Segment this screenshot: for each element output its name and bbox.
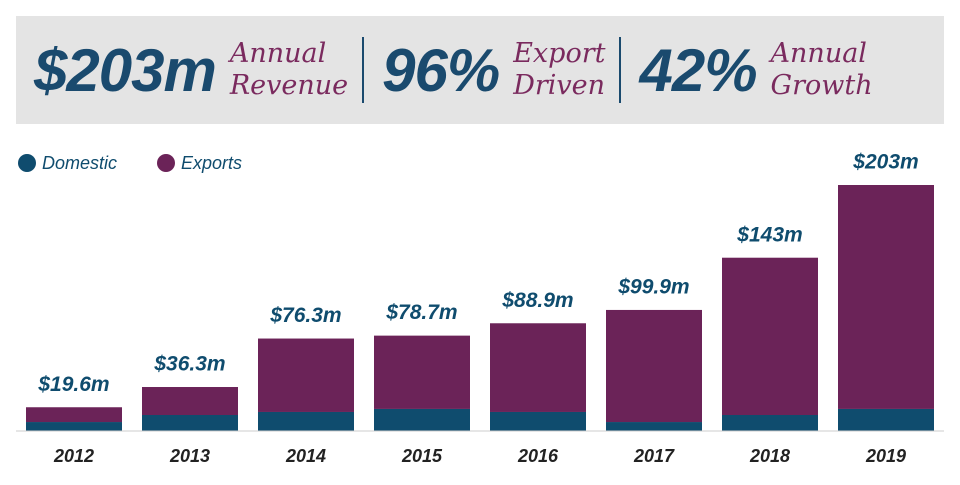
stat: $203m Annual Revenue	[16, 16, 362, 124]
legend-label: Domestic	[42, 153, 117, 173]
stat-label-line: Export	[513, 38, 606, 69]
bar-segment	[722, 415, 818, 431]
bar-segment	[606, 422, 702, 431]
bar-segment	[490, 323, 586, 412]
stat: 42% Annual Growth	[619, 36, 886, 104]
total-label: $36.3m	[153, 353, 225, 376]
bar-segment	[26, 407, 122, 423]
stat: 96% Export Driven	[362, 36, 619, 104]
x-tick-label: 2019	[865, 446, 906, 466]
x-tick-label: 2013	[169, 446, 210, 466]
stat-label-line: Annual	[229, 38, 327, 69]
stat-value: 42%	[639, 36, 757, 104]
stat-label-line: Annual	[770, 38, 867, 69]
bar-segment	[374, 408, 470, 431]
bar-segment	[26, 422, 122, 431]
bar-segment	[374, 335, 470, 409]
bar-segment	[142, 387, 238, 416]
bar-segment	[722, 257, 818, 416]
legend-label: Exports	[181, 153, 242, 173]
stat-label-line: Driven	[513, 70, 606, 101]
legend-swatch	[18, 154, 36, 172]
stat-label: Annual Growth	[771, 38, 873, 102]
x-tick-label: 2015	[401, 446, 443, 466]
legend-swatch	[157, 154, 175, 172]
bar-segment	[258, 338, 354, 412]
stat-label-line: Growth	[770, 70, 873, 101]
x-tick-label: 2017	[633, 446, 675, 466]
stat-value: 96%	[382, 36, 500, 104]
total-label: $143m	[736, 223, 802, 246]
x-tick-label: 2012	[53, 446, 94, 466]
stat-label: Annual Revenue	[230, 38, 348, 102]
bar-segment	[258, 411, 354, 431]
total-label: $76.3m	[269, 304, 341, 327]
x-tick-label: 2018	[749, 446, 790, 466]
stat-value: $203m	[34, 36, 217, 104]
total-label: $99.9m	[617, 275, 689, 298]
bar-segment	[838, 185, 934, 409]
stats-banner: $203m Annual Revenue 96% Export Driven 42% Annu…	[16, 16, 944, 124]
x-tick-label: 2016	[517, 446, 559, 466]
bar-segment	[838, 408, 934, 431]
stat-label: Export Driven	[513, 38, 605, 102]
total-label: $88.9m	[501, 289, 573, 312]
bar-segment	[142, 415, 238, 431]
bar-segment	[606, 309, 702, 423]
total-label: $203m	[852, 151, 918, 174]
total-label: $19.6m	[37, 373, 109, 396]
bar-segment	[490, 411, 586, 431]
total-label: $78.7m	[385, 301, 457, 324]
stat-label-line: Revenue	[229, 70, 349, 101]
x-tick-label: 2014	[285, 446, 326, 466]
